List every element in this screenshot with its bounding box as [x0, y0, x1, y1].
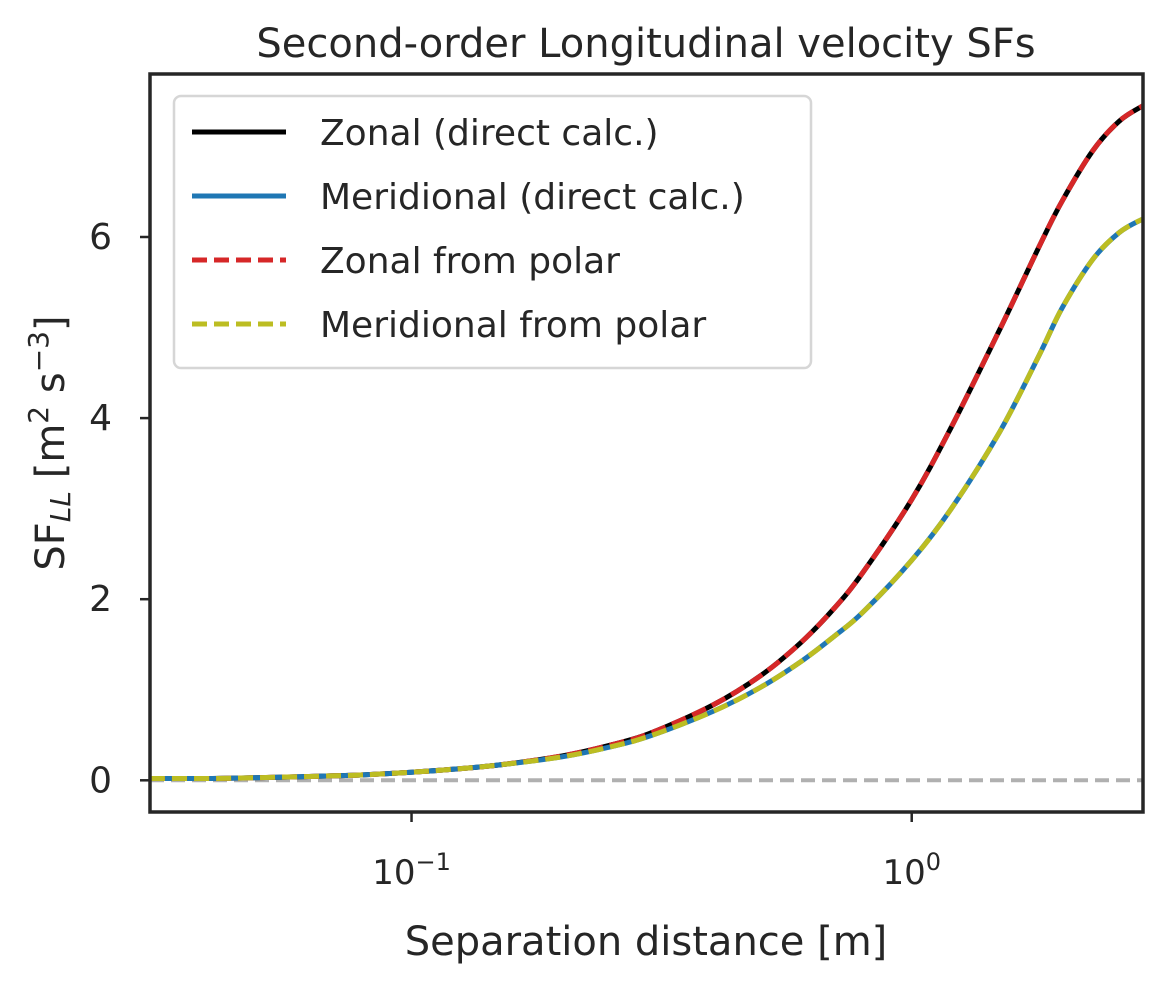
y-tick-label: 0 — [89, 760, 112, 801]
y-axis-ticks: 0 2 4 6 — [89, 217, 150, 801]
legend-label-zonal-direct: Zonal (direct calc.) — [320, 113, 659, 154]
y-label-exponent-1: 2 — [22, 406, 55, 424]
legend-label-zonal-polar: Zonal from polar — [320, 241, 620, 282]
legend-box — [172, 94, 813, 370]
y-label-unit-open: [m — [28, 424, 74, 491]
series-line-meridional-polar — [150, 216, 1143, 782]
y-label-prefix: SF — [28, 522, 74, 570]
y-tick-label: 2 — [89, 579, 112, 620]
y-tick-label: 6 — [89, 217, 112, 258]
plot-area-frame — [148, 72, 1145, 814]
y-label-unit-close: ] — [28, 315, 74, 331]
x-tick-base: 10 — [882, 853, 925, 893]
x-tick-exponent: 0 — [926, 848, 941, 876]
legend-label-meridional-polar: Meridional from polar — [320, 305, 706, 346]
y-axis-label: SFLL [m2 s−3] — [22, 315, 78, 570]
x-tick-label: 100 — [882, 848, 941, 893]
y-label-subscript: LL — [44, 491, 77, 522]
x-axis-label: Separation distance [m] — [405, 919, 888, 965]
x-axis-ticks: 10−1 100 — [372, 812, 941, 893]
x-tick-label: 10−1 — [372, 848, 451, 893]
x-tick-base: 10 — [372, 853, 415, 893]
chart-title: Second-order Longitudinal velocity SFs — [256, 21, 1035, 67]
legend: Zonal (direct calc.) Meridional (direct c… — [172, 94, 813, 370]
legend-label-meridional-direct: Meridional (direct calc.) — [320, 177, 745, 218]
y-label-exponent-2: −3 — [22, 331, 55, 372]
series-lines — [150, 103, 1143, 782]
y-label-unit-mid: s — [28, 372, 74, 406]
y-tick-label: 4 — [89, 398, 112, 439]
legend-entries: Zonal (direct calc.) Meridional (direct c… — [192, 113, 745, 346]
x-tick-exponent: −1 — [415, 848, 450, 876]
